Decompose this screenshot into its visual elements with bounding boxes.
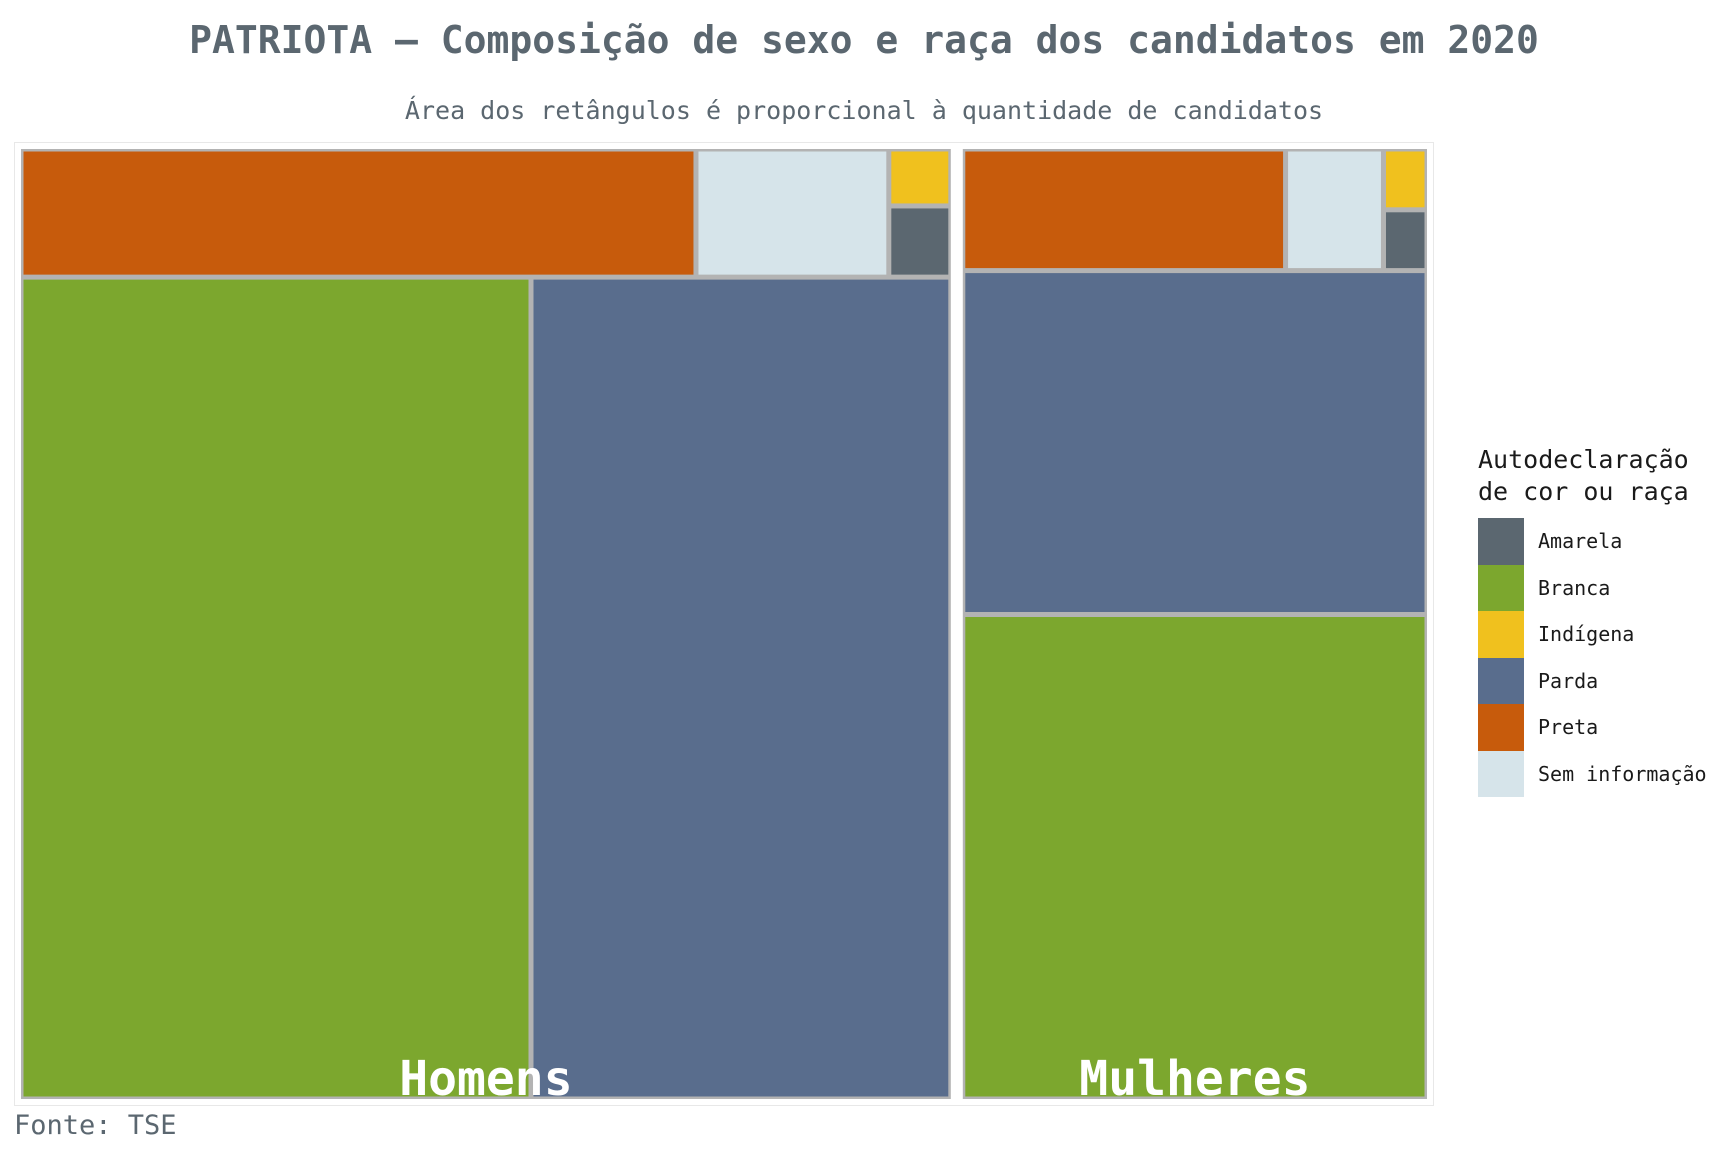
legend-swatch	[1478, 518, 1524, 565]
tile-homens-amarela	[891, 208, 949, 275]
tile-mulheres-indigena	[1385, 151, 1425, 208]
legend-item-preta: Preta	[1478, 704, 1707, 751]
legend: Autodeclaração de cor ou raça Amarela Br…	[1478, 444, 1707, 797]
legend-swatch	[1478, 564, 1524, 611]
legend-label: Amarela	[1538, 529, 1623, 554]
chart-subtitle: Área dos retângulos é proporcional à qua…	[404, 96, 1324, 125]
tile-mulheres-preta	[965, 151, 1284, 269]
legend-label: Sem informação	[1538, 761, 1707, 786]
legend-title: Autodeclaração de cor ou raça	[1478, 445, 1689, 506]
legend-label: Parda	[1538, 668, 1599, 693]
group-label-homens: Homens	[399, 1051, 572, 1106]
tile-mulheres-parda	[965, 273, 1425, 612]
group-label-mulheres: Mulheres	[1079, 1051, 1310, 1106]
legend-label: Preta	[1538, 715, 1599, 740]
tile-homens-sem-informacao	[698, 151, 887, 275]
legend-item-branca: Branca	[1478, 564, 1707, 611]
treemap: Homens Mulheres	[14, 142, 1434, 1106]
legend-swatch	[1478, 611, 1524, 658]
legend-swatch	[1478, 657, 1524, 704]
tile-homens-branca	[23, 279, 529, 1097]
tile-homens-indigena	[891, 151, 949, 204]
legend-label: Branca	[1538, 575, 1611, 600]
source-caption: Fonte: TSE	[14, 1110, 177, 1141]
tile-homens-parda	[533, 279, 949, 1097]
tile-mulheres-sem-informacao	[1288, 151, 1381, 269]
legend-item-indigena: Indígena	[1478, 611, 1707, 658]
tile-mulheres-amarela	[1385, 212, 1425, 269]
tile-mulheres-branca	[965, 617, 1425, 1097]
legend-swatch	[1478, 704, 1524, 751]
chart-title: PATRIOTA – Composição de sexo e raça dos…	[189, 18, 1539, 62]
legend-item-amarela: Amarela	[1478, 518, 1707, 565]
legend-item-parda: Parda	[1478, 657, 1707, 704]
legend-item-sem-informacao: Sem informação	[1478, 750, 1707, 797]
tile-homens-preta	[23, 151, 694, 275]
legend-label: Indígena	[1538, 622, 1635, 647]
legend-swatch	[1478, 750, 1524, 797]
